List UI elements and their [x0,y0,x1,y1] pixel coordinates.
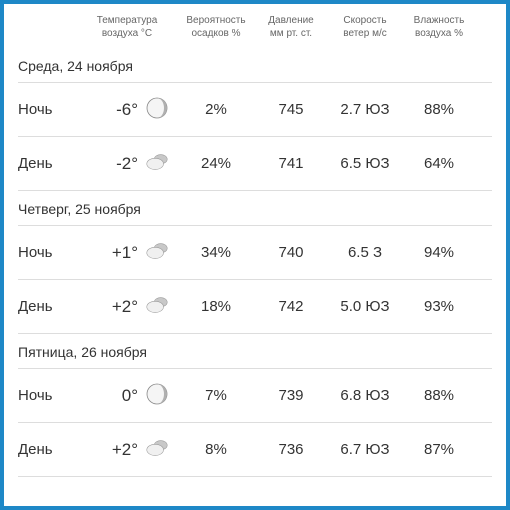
day-header: Пятница, 26 ноября [18,334,492,369]
precip-value: 34% [178,244,254,261]
pressure-value: 739 [254,387,328,404]
temp-value: +2° [112,440,138,460]
cloud-icon [144,292,170,322]
humidity-value: 88% [402,101,476,118]
moon-icon [144,381,170,411]
temp-cell: -6° [76,95,178,125]
temp-value: +1° [112,243,138,263]
pressure-value: 741 [254,155,328,172]
wind-value: 6.8 ЮЗ [328,387,402,404]
temp-cell: -2° [76,149,178,179]
cloud-icon [144,435,170,465]
time-of-day: День [18,298,76,315]
moon-icon [144,95,170,125]
temp-value: -2° [116,154,138,174]
col-header-pressure: Давлениемм рт. ст. [254,14,328,40]
table-row: Ночь 0° 7% 739 6.8 ЮЗ 88% [18,369,492,423]
pressure-value: 745 [254,101,328,118]
day-header: Среда, 24 ноября [18,48,492,83]
pressure-value: 742 [254,298,328,315]
table-row: Ночь -6° 2% 745 2.7 ЮЗ 88% [18,83,492,137]
day-header: Четверг, 25 ноября [18,191,492,226]
table-row: День -2° 24% 741 6.5 ЮЗ 64% [18,137,492,191]
table-row: День +2° 18% 742 5.0 ЮЗ 93% [18,280,492,334]
wind-value: 6.5 ЮЗ [328,155,402,172]
time-of-day: День [18,155,76,172]
time-of-day: День [18,441,76,458]
temp-value: +2° [112,297,138,317]
cloud-icon [144,238,170,268]
precip-value: 24% [178,155,254,172]
time-of-day: Ночь [18,387,76,404]
pressure-value: 736 [254,441,328,458]
precip-value: 8% [178,441,254,458]
temp-cell: +2° [76,292,178,322]
wind-value: 5.0 ЮЗ [328,298,402,315]
temp-cell: 0° [76,381,178,411]
weather-table: Температуравоздуха °C Вероятностьосадков… [0,0,510,510]
humidity-value: 64% [402,155,476,172]
humidity-value: 87% [402,441,476,458]
wind-value: 2.7 ЮЗ [328,101,402,118]
cloud-icon [144,149,170,179]
humidity-value: 88% [402,387,476,404]
col-header-humidity: Влажностьвоздуха % [402,14,476,40]
col-header-precip: Вероятностьосадков % [178,14,254,40]
time-of-day: Ночь [18,244,76,261]
temp-cell: +2° [76,435,178,465]
column-headers: Температуравоздуха °C Вероятностьосадков… [18,14,492,48]
col-header-temp: Температуравоздуха °C [76,14,178,40]
humidity-value: 93% [402,298,476,315]
days-container: Среда, 24 ноября Ночь -6° 2% 745 2.7 ЮЗ … [18,48,492,477]
wind-value: 6.7 ЮЗ [328,441,402,458]
pressure-value: 740 [254,244,328,261]
humidity-value: 94% [402,244,476,261]
temp-value: -6° [116,100,138,120]
precip-value: 2% [178,101,254,118]
col-header-wind: Скоростьветер м/с [328,14,402,40]
precip-value: 18% [178,298,254,315]
precip-value: 7% [178,387,254,404]
temp-cell: +1° [76,238,178,268]
wind-value: 6.5 З [328,244,402,261]
table-row: Ночь +1° 34% 740 6.5 З 94% [18,226,492,280]
table-row: День +2° 8% 736 6.7 ЮЗ 87% [18,423,492,477]
temp-value: 0° [122,386,138,406]
time-of-day: Ночь [18,101,76,118]
col-header-time [18,14,76,40]
